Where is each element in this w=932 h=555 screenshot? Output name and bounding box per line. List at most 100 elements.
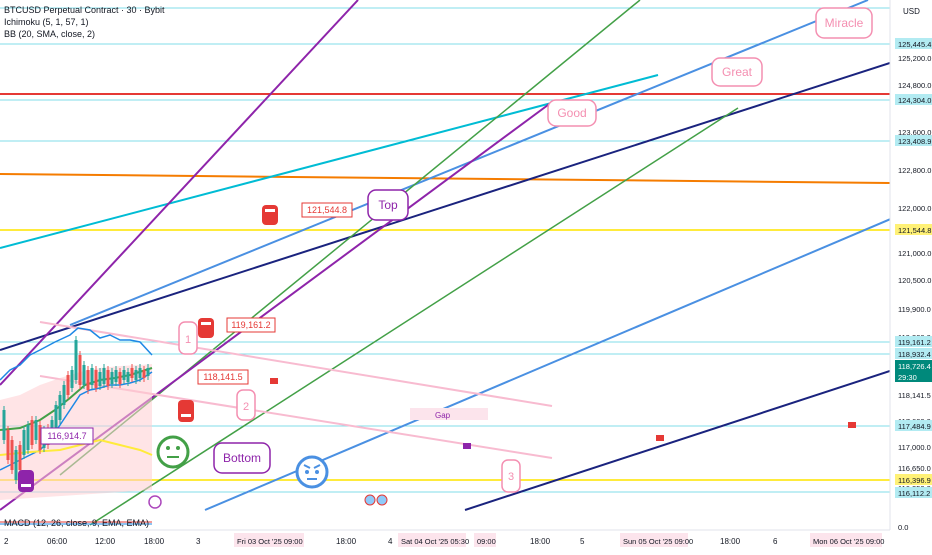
callout-1[interactable]: 1 <box>178 321 198 355</box>
candle-body <box>110 372 114 384</box>
price-badge: 118,726.4 <box>895 360 932 371</box>
candle-body <box>62 385 66 405</box>
candle-body <box>2 410 6 440</box>
time-tick-label: 2 <box>4 537 9 546</box>
navy-trendline-upper[interactable] <box>0 61 894 351</box>
price-axis-bg <box>890 0 932 550</box>
green-trendline-upper[interactable] <box>59 0 641 476</box>
time-badge-text: Mon 06 Oct '25 09:00 <box>813 537 884 546</box>
time-tick-label: 5 <box>580 537 585 546</box>
price-badge: 117,484.9 <box>895 420 932 431</box>
price-badge-text: 116,396.9 <box>898 476 931 485</box>
us-flag-icon[interactable] <box>364 494 376 506</box>
flag-icon <box>463 443 471 449</box>
hand-up-icon <box>178 400 194 422</box>
price-badge: 29:30 <box>895 371 932 382</box>
orange-trendline[interactable] <box>0 173 891 184</box>
price-tick-label: 116,650.0 <box>898 464 931 473</box>
callout-miracle[interactable]: Miracle <box>815 7 873 39</box>
price-label-119161[interactable]: 119,161.2 <box>226 317 276 333</box>
candle-body <box>106 370 110 386</box>
price-label-text: 121,544.8 <box>307 205 347 215</box>
candle-body <box>126 372 130 382</box>
price-tick-label: 124,800.0 <box>898 81 931 90</box>
hand-down-icon <box>198 318 214 338</box>
time-tick-label: 06:00 <box>47 537 68 546</box>
price-badge: 119,161.2 <box>895 336 932 347</box>
price-tick-label: 0.0 <box>898 523 908 532</box>
price-badge: 124,304.0 <box>895 94 932 105</box>
lightning-icon[interactable] <box>148 495 162 509</box>
time-badge-text: 09:00 <box>477 537 496 546</box>
price-tick-label: 123,600.0 <box>898 128 931 137</box>
price-badges: 125,445.4 124,304.0 123,408.9 121,544.8 119,… <box>895 38 932 498</box>
candle-body <box>86 370 90 390</box>
candle-body <box>94 370 98 388</box>
candle-body <box>58 395 62 420</box>
price-badge: 118,141.5 <box>895 389 932 400</box>
callout-3-text: 3 <box>508 471 514 483</box>
callout-1-text: 1 <box>185 334 191 346</box>
flag-icons <box>270 378 856 449</box>
flag-icon <box>270 378 278 384</box>
macd-legend[interactable]: MACD (12, 26, close, 9, EMA, EMA) <box>4 518 150 528</box>
callout-bottom[interactable]: Bottom <box>213 442 271 474</box>
price-label-116914[interactable]: 116,914.7 <box>40 427 94 445</box>
price-badge-text: 118,726.4 <box>898 362 931 371</box>
legend-title[interactable]: BTCUSD Perpetual Contract · 30 · Bybit <box>4 5 165 15</box>
purple-trendline-left[interactable] <box>0 0 359 386</box>
time-badge: Mon 06 Oct '25 09:00 <box>810 533 884 547</box>
price-badge-text: 117,484.9 <box>898 422 931 431</box>
time-ticks: 2 06:00 12:00 18:00 3 18:00 4 18:00 5 18:00 6 <box>4 537 778 546</box>
price-tick-label: 122,000.0 <box>898 204 931 213</box>
time-badge-text: Sat 04 Oct '25 05:30 <box>401 537 469 546</box>
price-tick-label: 121,000.0 <box>898 249 931 258</box>
green-trendline-lower[interactable] <box>89 107 739 526</box>
time-tick-label: 18:00 <box>336 537 357 546</box>
price-badge-text: 125,445.4 <box>898 40 931 49</box>
legend-bb[interactable]: BB (20, SMA, close, 2) <box>4 29 96 39</box>
price-tick-label: 125,200.0 <box>898 54 931 63</box>
candle-body <box>26 425 30 450</box>
price-tick-label: 119,900.0 <box>898 305 931 314</box>
gap-box <box>410 408 488 420</box>
candle-body <box>74 340 78 380</box>
angry-face-icon <box>295 455 329 489</box>
callout-3[interactable]: 3 <box>501 459 521 493</box>
neutral-face-icon <box>156 435 190 469</box>
callout-top-text: Top <box>378 198 398 212</box>
candle-body <box>138 368 142 378</box>
price-badge-text: 29:30 <box>898 373 917 382</box>
callout-good[interactable]: Good <box>547 99 597 127</box>
price-label-121544[interactable]: 121,544.8 <box>301 202 353 218</box>
candle-body <box>70 370 74 388</box>
candle-body <box>66 375 70 395</box>
time-tick-label: 18:00 <box>530 537 551 546</box>
us-flag-icon[interactable] <box>376 494 388 506</box>
price-label-text: 119,161.2 <box>231 320 270 330</box>
callout-2[interactable]: 2 <box>236 389 256 421</box>
candle-body <box>130 368 134 378</box>
bb-lower <box>0 371 153 471</box>
price-badge: 121,544.8 <box>895 224 932 235</box>
callout-2-text: 2 <box>243 401 249 413</box>
gap-label: Gap <box>435 411 451 420</box>
price-badge-text: 116,112.2 <box>898 489 930 498</box>
callout-top[interactable]: Top <box>367 189 409 221</box>
legend-ichimoku[interactable]: Ichimoku (5, 1, 57, 1) <box>4 17 89 27</box>
time-badge: Sat 04 Oct '25 05:30 <box>398 533 469 547</box>
price-label-118141[interactable]: 118,141.5 <box>197 369 249 385</box>
candle-body <box>78 355 82 385</box>
time-tick-label: 4 <box>388 537 393 546</box>
price-badge: 125,445.4 <box>895 38 932 49</box>
price-badge-text: 118,932.4 <box>898 350 931 359</box>
candle-body <box>114 370 118 382</box>
candle-body <box>34 420 38 440</box>
callout-great[interactable]: Great <box>711 57 763 87</box>
navy-trendline-lower[interactable] <box>464 369 894 511</box>
price-label-text: 118,141.5 <box>203 372 242 382</box>
candle-body <box>22 430 26 455</box>
